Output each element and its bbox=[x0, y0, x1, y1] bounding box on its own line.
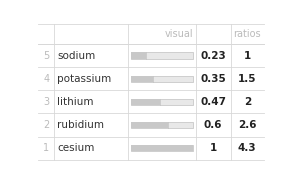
Bar bbox=[132, 99, 160, 105]
Text: 0.47: 0.47 bbox=[200, 97, 226, 107]
Text: 0.35: 0.35 bbox=[200, 74, 226, 84]
Text: cesium: cesium bbox=[57, 143, 94, 153]
Bar bbox=[132, 76, 153, 82]
Text: 0.23: 0.23 bbox=[200, 51, 226, 61]
Text: sodium: sodium bbox=[57, 51, 95, 61]
Bar bbox=[132, 52, 145, 59]
Text: 1: 1 bbox=[209, 143, 217, 153]
Bar bbox=[132, 122, 193, 128]
Bar bbox=[132, 145, 193, 151]
Text: 1: 1 bbox=[244, 51, 251, 61]
Text: 3: 3 bbox=[43, 97, 49, 107]
Text: 5: 5 bbox=[43, 51, 49, 61]
Text: 1: 1 bbox=[43, 143, 49, 153]
Text: 4.3: 4.3 bbox=[238, 143, 257, 153]
Bar bbox=[132, 52, 193, 59]
Text: visual: visual bbox=[165, 29, 194, 39]
Text: 4: 4 bbox=[43, 74, 49, 84]
Text: 2: 2 bbox=[43, 120, 49, 130]
Text: 2: 2 bbox=[244, 97, 251, 107]
Text: rubidium: rubidium bbox=[57, 120, 104, 130]
Text: 0.6: 0.6 bbox=[204, 120, 222, 130]
Text: ratios: ratios bbox=[233, 29, 261, 39]
Bar bbox=[132, 99, 193, 105]
Bar bbox=[132, 76, 193, 82]
Bar bbox=[132, 145, 193, 151]
Text: 2.6: 2.6 bbox=[238, 120, 257, 130]
Bar bbox=[132, 122, 168, 128]
Text: potassium: potassium bbox=[57, 74, 111, 84]
Text: lithium: lithium bbox=[57, 97, 94, 107]
Text: 1.5: 1.5 bbox=[238, 74, 257, 84]
